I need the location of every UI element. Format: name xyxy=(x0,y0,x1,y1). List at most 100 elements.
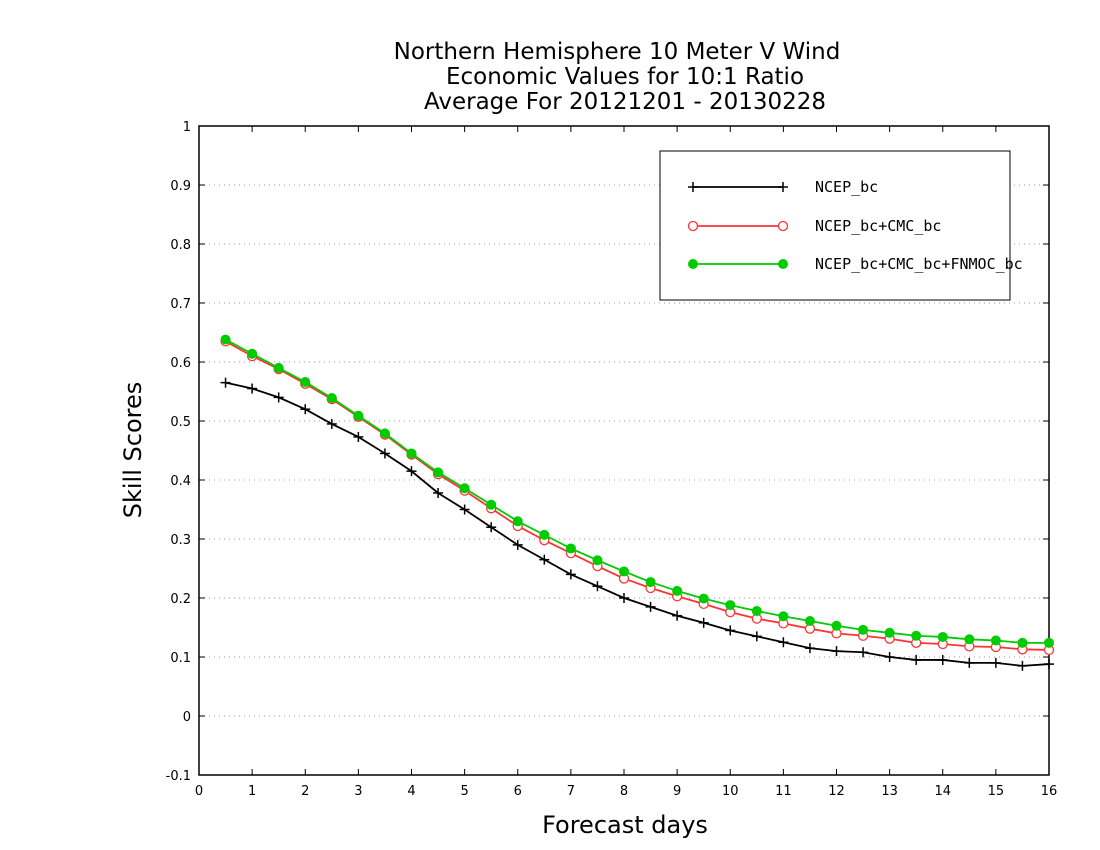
series-2-point xyxy=(592,555,603,566)
series-0-point xyxy=(565,569,576,580)
series-1 xyxy=(220,336,1055,656)
y-tick-label: 0.4 xyxy=(170,474,191,489)
x-tick-label: 9 xyxy=(673,784,681,799)
x-tick-label: 10 xyxy=(722,784,739,799)
x-tick-label: 7 xyxy=(567,784,575,799)
series-0-point xyxy=(725,625,736,636)
x-tick-label: 11 xyxy=(775,784,792,799)
series-0-point xyxy=(353,431,364,442)
series-lines xyxy=(220,334,1055,671)
legend-marker-end-1 xyxy=(777,220,789,232)
series-0-point xyxy=(911,654,922,665)
y-tick-label: 0.8 xyxy=(170,238,191,253)
x-tick-label: 3 xyxy=(354,784,362,799)
series-2-point xyxy=(672,585,683,596)
y-tick-label: 0.3 xyxy=(170,533,191,548)
series-0-point xyxy=(619,593,629,603)
series-2-point xyxy=(1044,637,1054,648)
series-0-point xyxy=(698,617,709,628)
series-2-point xyxy=(804,616,815,627)
series-0-point xyxy=(406,466,417,477)
x-tick-label: 5 xyxy=(460,784,468,799)
chart-title-line-3: Average For 20121201 - 20130228 xyxy=(424,89,826,115)
series-0 xyxy=(220,377,1054,671)
series-0-point xyxy=(486,522,497,533)
series-2-point xyxy=(300,377,311,388)
series-2-point xyxy=(486,499,497,510)
x-axis-label: Forecast days xyxy=(542,811,708,839)
x-tick-label: 1 xyxy=(248,784,256,799)
legend-marker-start-0 xyxy=(688,182,698,192)
y-tick-label: 0.1 xyxy=(170,651,191,666)
x-tick-label: 14 xyxy=(934,784,951,799)
series-2-point xyxy=(406,448,417,459)
series-0-point xyxy=(592,581,603,592)
legend-marker-end-2 xyxy=(778,259,788,269)
y-axis-ticks: -0.1 0 0.1 0.2 0.3 0.4 0.5 0.6 0.7 0.8 0.9 1 xyxy=(166,120,1049,784)
series-2-point xyxy=(565,543,576,554)
series-2-point xyxy=(751,605,762,616)
y-tick-label: 0.2 xyxy=(170,592,191,607)
x-tick-label: 15 xyxy=(988,784,1005,799)
series-2-point xyxy=(1017,637,1028,648)
series-0-point xyxy=(831,646,842,657)
series-2-point xyxy=(778,611,789,622)
series-2-point xyxy=(990,635,1001,646)
y-axis-label: Skill Scores xyxy=(119,382,147,519)
series-0-point xyxy=(751,631,762,642)
series-2-point xyxy=(326,392,337,403)
x-tick-label: 2 xyxy=(301,784,309,799)
series-0-point xyxy=(990,657,1001,668)
series-2-point xyxy=(539,529,550,540)
series-line-2 xyxy=(225,338,1049,644)
series-0-point xyxy=(459,504,470,515)
series-0-point xyxy=(1044,659,1054,670)
series-0-point xyxy=(804,643,815,654)
y-tick-label: -0.1 xyxy=(166,769,191,784)
x-tick-label: 12 xyxy=(828,784,845,799)
legend-label-2: NCEP_bc+CMC_bc+FNMOC_bc xyxy=(815,255,1023,273)
series-0-point xyxy=(645,601,656,612)
x-tick-label: 16 xyxy=(1041,784,1058,799)
y-tick-label: 0.9 xyxy=(170,179,191,194)
series-2-point xyxy=(619,566,629,577)
x-tick-label: 6 xyxy=(514,784,522,799)
series-0-point xyxy=(1017,660,1028,671)
series-0-point xyxy=(884,652,895,662)
y-tick-label: 0.5 xyxy=(170,415,191,430)
x-tick-label: 13 xyxy=(881,784,898,799)
y-tick-label: 0.7 xyxy=(170,297,191,312)
legend-label-1: NCEP_bc+CMC_bc xyxy=(815,217,941,235)
series-2-point xyxy=(273,362,284,373)
chart-title-line-1: Northern Hemisphere 10 Meter V Wind xyxy=(394,39,841,65)
series-2-point xyxy=(937,631,948,642)
series-2-point xyxy=(433,467,444,478)
series-0-point xyxy=(539,554,550,565)
series-line-1 xyxy=(225,340,1050,651)
x-tick-label: 8 xyxy=(620,784,628,799)
legend-marker-start-1 xyxy=(687,220,699,232)
y-tick-label: 0.6 xyxy=(170,356,191,371)
series-2-point xyxy=(911,630,922,641)
series-2-point xyxy=(858,624,869,635)
series-2-point xyxy=(512,516,523,527)
series-2-point xyxy=(698,593,709,604)
series-0-point xyxy=(858,647,869,658)
x-axis-ticks: 0 1 2 3 4 5 6 7 8 9 10 11 12 13 14 15 16 xyxy=(195,126,1057,799)
legend-marker-start-2 xyxy=(688,259,698,269)
series-0-point xyxy=(247,383,258,394)
series-2-point xyxy=(964,634,975,645)
series-2-point xyxy=(379,428,390,439)
series-0-point xyxy=(379,448,390,459)
series-2-point xyxy=(220,334,231,345)
series-0-point xyxy=(512,539,523,550)
series-2-point xyxy=(353,410,364,421)
x-tick-label: 0 xyxy=(195,784,203,799)
series-0-point xyxy=(273,392,284,403)
series-2 xyxy=(220,334,1054,648)
series-0-point xyxy=(326,418,337,429)
legend-label-0: NCEP_bc xyxy=(815,178,878,196)
chart-title-line-2: Economic Values for 10:1 Ratio xyxy=(446,64,804,90)
x-tick-label: 4 xyxy=(407,784,415,799)
